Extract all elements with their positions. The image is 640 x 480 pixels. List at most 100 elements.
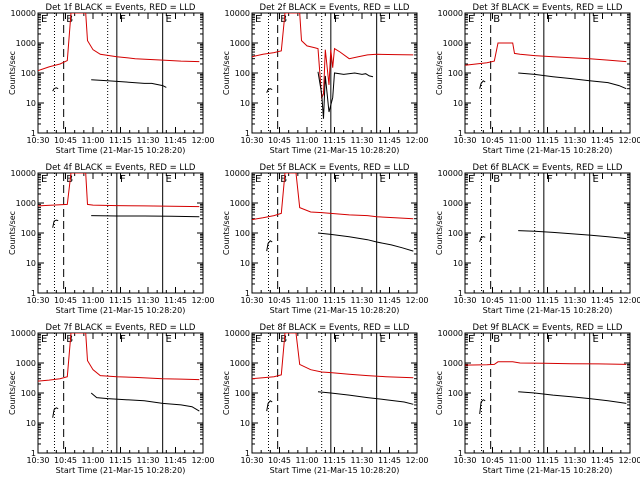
x-tick-label: 11:45: [164, 296, 187, 305]
x-tick-label: 12:00: [191, 296, 214, 305]
y-tick-label: 1: [31, 289, 36, 298]
plot-title: Det 5f BLACK = Events, RED = LLD: [260, 163, 410, 173]
time-marker-label: E: [593, 174, 599, 185]
x-tick-label: 11:30: [563, 136, 586, 145]
start-marker-label: E: [255, 14, 261, 25]
x-tick-label: 11:00: [295, 456, 318, 465]
time-marker-label: E: [166, 14, 172, 25]
y-tick-label: 10: [240, 259, 250, 268]
x-tick-label: 11:15: [536, 456, 559, 465]
y-tick-label: 10000: [225, 169, 250, 178]
y-axis-label: Counts/sec: [8, 51, 17, 95]
x-tick-label: 10:30: [240, 136, 263, 145]
plot-frame: [464, 332, 631, 454]
y-tick-label: 1: [458, 289, 463, 298]
time-marker-label: F: [120, 334, 126, 345]
time-marker-label: B: [280, 174, 287, 185]
x-axis-label: Start Time (21-Mar-15 10:28:20): [56, 146, 186, 155]
x-tick-label: 10:30: [453, 456, 476, 465]
x-tick-label: 11:00: [295, 136, 318, 145]
start-marker-label: E: [255, 334, 261, 345]
y-tick-label: 1: [245, 129, 250, 138]
x-tick-label: 11:30: [563, 456, 586, 465]
x-tick-label: 11:00: [81, 296, 104, 305]
y-tick-label: 1000: [16, 359, 36, 368]
plot-title: Det 4f BLACK = Events, RED = LLD: [46, 163, 196, 173]
y-tick-label: 1000: [16, 39, 36, 48]
x-axis-label: Start Time (21-Mar-15 10:28:20): [270, 146, 400, 155]
plot-title: Det 9f BLACK = Events, RED = LLD: [473, 323, 623, 333]
time-marker-label: E: [380, 14, 386, 25]
x-tick-label: 12:00: [618, 136, 640, 145]
x-tick-label: 11:15: [536, 296, 559, 305]
plot-panel-8: Det 8f BLACK = Events, RED = LLD 1 10 100 10…: [222, 323, 429, 475]
series-line-lld: [38, 13, 200, 72]
x-tick-label: 11:15: [323, 456, 346, 465]
series-line-events: [479, 230, 627, 243]
y-tick-label: 1000: [443, 39, 463, 48]
time-marker-label: F: [547, 14, 553, 25]
y-tick-label: 1000: [230, 359, 250, 368]
plot-frame: [464, 172, 631, 294]
time-marker-label: E: [166, 334, 172, 345]
y-tick-label: 100: [448, 229, 463, 238]
plot-title: Det 3f BLACK = Events, RED = LLD: [473, 3, 623, 13]
time-marker-label: B: [493, 14, 500, 25]
series-line-lld: [252, 13, 414, 100]
plot-title: Det 2f BLACK = Events, RED = LLD: [260, 3, 410, 13]
x-axis-label: Start Time (21-Mar-15 10:28:20): [483, 146, 613, 155]
x-tick-label: 10:30: [453, 296, 476, 305]
x-tick-label: 11:15: [109, 136, 132, 145]
time-marker-label: E: [166, 174, 172, 185]
y-tick-label: 1: [245, 289, 250, 298]
time-marker-label: B: [66, 174, 73, 185]
time-marker-label: B: [280, 14, 287, 25]
x-tick-label: 11:30: [350, 456, 373, 465]
time-marker-label: F: [334, 174, 340, 185]
time-marker-label: E: [380, 334, 386, 345]
x-tick-label: 10:45: [54, 456, 77, 465]
x-tick-label: 10:45: [268, 456, 291, 465]
y-tick-label: 10000: [438, 169, 463, 178]
start-marker-label: E: [41, 334, 47, 345]
x-tick-label: 12:00: [618, 296, 640, 305]
x-tick-label: 12:00: [405, 456, 428, 465]
y-tick-label: 1000: [16, 199, 36, 208]
x-tick-label: 12:00: [191, 136, 214, 145]
time-marker-label: F: [334, 334, 340, 345]
time-marker-label: B: [66, 14, 73, 25]
start-marker-label: E: [41, 14, 47, 25]
plot-panel-7: Det 7f BLACK = Events, RED = LLD 1 10 100 10…: [8, 323, 215, 475]
y-tick-label: 1: [31, 129, 36, 138]
time-marker-label: B: [493, 174, 500, 185]
y-axis-label: Counts/sec: [222, 51, 231, 95]
y-tick-label: 100: [448, 389, 463, 398]
y-tick-label: 10000: [11, 329, 36, 338]
x-tick-label: 11:15: [109, 456, 132, 465]
y-axis-label: Counts/sec: [435, 51, 444, 95]
x-tick-label: 12:00: [618, 456, 640, 465]
x-tick-label: 10:30: [240, 456, 263, 465]
y-tick-label: 10: [453, 99, 463, 108]
x-tick-label: 10:30: [453, 136, 476, 145]
x-axis-label: Start Time (21-Mar-15 10:28:20): [270, 466, 400, 475]
y-tick-label: 10000: [225, 329, 250, 338]
series-line-events: [52, 215, 200, 228]
x-tick-label: 11:45: [591, 136, 614, 145]
x-tick-label: 10:45: [54, 136, 77, 145]
series-line-events: [266, 71, 374, 119]
x-tick-label: 11:15: [323, 296, 346, 305]
y-axis-label: Counts/sec: [8, 371, 17, 415]
x-axis-label: Start Time (21-Mar-15 10:28:20): [483, 466, 613, 475]
y-tick-label: 100: [448, 69, 463, 78]
x-tick-label: 11:15: [323, 136, 346, 145]
y-tick-label: 1: [458, 449, 463, 458]
start-marker-label: E: [468, 334, 474, 345]
series-line-lld: [465, 361, 627, 366]
x-tick-label: 11:00: [295, 296, 318, 305]
y-tick-label: 10000: [11, 169, 36, 178]
series-line-events: [479, 391, 627, 415]
plot-panel-5: Det 5f BLACK = Events, RED = LLD 1 10 100 10…: [222, 163, 429, 315]
plot-title: Det 7f BLACK = Events, RED = LLD: [46, 323, 196, 333]
